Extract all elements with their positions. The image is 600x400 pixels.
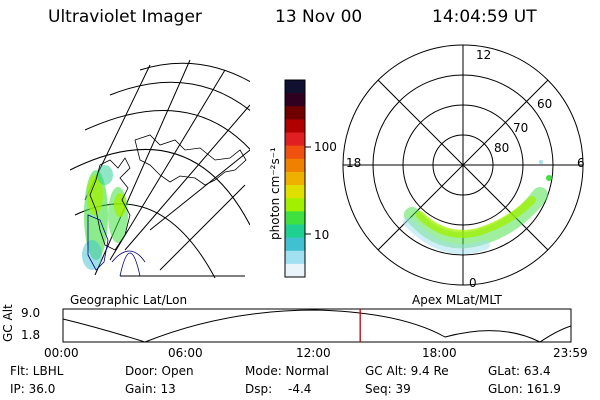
aurora-emission [97,165,113,185]
colorbar-band [285,158,305,173]
colorbar-band [285,250,305,265]
coastline [89,157,131,251]
right-panel-caption: Apex MLat/MLT [412,293,502,307]
orbit-x-tick: 06:00 [168,346,203,360]
colorbar-gradient [285,80,305,278]
mode-info: Mode: Normal [245,364,329,378]
orbit-y-tick: 9.0 [21,306,41,320]
mlt-label-0: 0 [469,276,477,290]
orbit-plot-frame [62,308,572,343]
mlat-label-70: 70 [513,121,529,135]
lat-line [84,110,250,151]
colorbar-band [285,132,305,147]
gc-alt-info: GC Alt: 9.4 Re [365,364,449,378]
lon-line [149,149,250,231]
mlat-label-60: 60 [537,97,553,111]
lat-line [139,62,250,83]
time-label: 14:04:59 UT [432,7,537,27]
flt-info: Flt: LBHL [10,364,64,378]
colorbar-band [285,145,305,160]
aurora-spot [546,175,552,181]
colorbar-band [285,198,305,212]
lon-line [124,104,250,251]
lat-line [109,81,250,112]
ip-info: IP: 36.0 [10,382,56,396]
colorbar-band [285,119,305,134]
coastline [134,134,247,186]
aurora-oval [416,196,536,238]
mlt-label-18: 18 [346,156,362,170]
aurora-spot [539,160,543,164]
colorbar-band [285,211,305,225]
lon-line [94,59,191,276]
altitude-curve [62,309,572,343]
dsp-value: -4.4 [288,382,312,396]
colorbar-band [285,106,305,120]
mlt-label-12: 12 [476,48,492,62]
colorbar-band [285,80,305,94]
dsp-label: Dsp: [245,382,273,396]
instrument-title: Ultraviolet Imager [48,7,202,27]
colorbar-band [285,93,305,107]
colorbar-tick-label: 10 [314,228,330,242]
mlt-label-6: 6 [577,156,585,170]
orbit-y-tick: 1.8 [21,328,41,342]
orbit-x-tick: 12:00 [296,346,331,360]
aurora-emission [82,240,102,270]
aurora-oval [403,217,490,255]
mlat-label-80: 80 [494,141,510,155]
gain-info: Gain: 13 [125,382,176,396]
glat-info: GLat: 63.4 [488,364,551,378]
orbit-x-tick: 00:00 [44,346,79,360]
aurora-oval [404,187,548,249]
colorbar-band [285,224,305,239]
colorbar-band [285,185,305,199]
colorbar-band [285,237,305,252]
orbit-x-tick: 23:59 [553,346,588,360]
aurora-emission [114,193,126,217]
lat-line [69,149,250,226]
orbit-x-tick: 18:00 [422,346,457,360]
colorbar-tick-label: 100 [314,140,337,154]
lon-line [159,184,246,271]
coastline [111,250,146,263]
aurora-emission [87,175,103,215]
colorbar-band [285,263,305,278]
door-info: Door: Open [125,364,194,378]
orbit-ylabel: GC Alt [1,304,15,342]
lon-line [109,69,226,261]
colorbar-frame [284,79,306,278]
left-panel-caption: Geographic Lat/Lon [70,293,188,307]
glon-info: GLon: 161.9 [488,382,561,396]
coastline [119,252,141,277]
coastline [87,214,109,271]
seq-info: Seq: 39 [365,382,411,396]
date-label: 13 Nov 00 [275,7,363,27]
colorbar-band [285,171,305,186]
